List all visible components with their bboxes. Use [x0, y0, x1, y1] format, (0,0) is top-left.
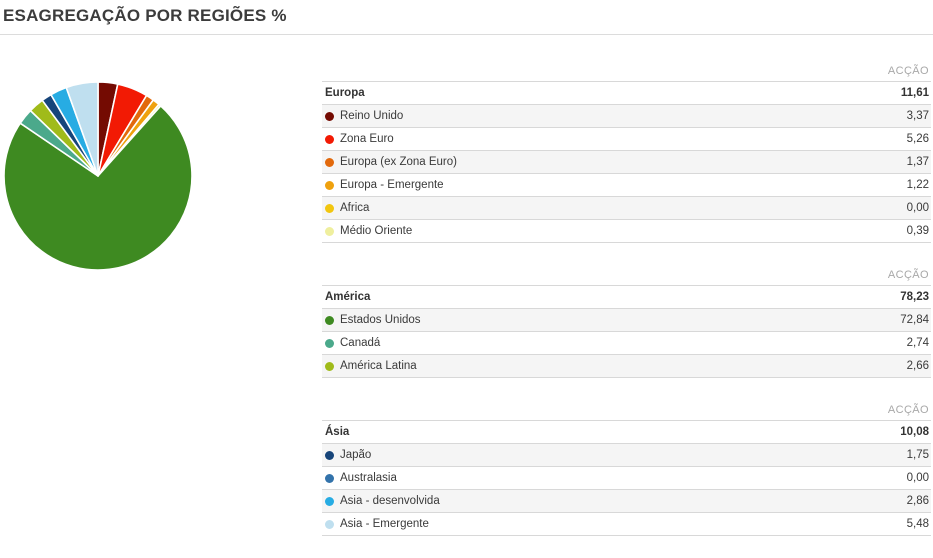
region-row-value: 5,26 — [906, 133, 929, 145]
series-color-dot — [325, 157, 334, 167]
region-row-label: Médio Oriente — [340, 225, 413, 237]
column-header-label: ACÇÃO — [887, 65, 929, 77]
region-row-japao: Japão 1,75 — [322, 444, 931, 467]
series-color-dot — [325, 338, 334, 348]
region-row-label: Canadá — [340, 337, 381, 349]
title-divider — [0, 34, 933, 35]
region-name: América — [325, 291, 371, 303]
region-total-value: 11,61 — [900, 87, 929, 99]
series-color-dot — [325, 203, 334, 213]
series-color-dot — [325, 361, 334, 371]
region-rows: Reino Unido 3,37 Zona Euro 5,26 Europa (… — [322, 105, 931, 243]
region-row-europa-emergente: Europa - Emergente 1,22 — [322, 174, 931, 197]
pie-slice-estados-unidos — [3, 105, 193, 271]
region-row-africa: África 0,00 — [322, 197, 931, 220]
region-row-label: África — [340, 202, 370, 214]
region-row-value: 5,48 — [906, 518, 929, 530]
region-row-medio-oriente: Médio Oriente 0,39 — [322, 220, 931, 243]
region-row-value: 0,00 — [906, 202, 929, 214]
region-row-label: Europa - Emergente — [340, 179, 444, 191]
series-color-dot — [325, 111, 334, 121]
region-total-value: 78,23 — [900, 291, 929, 303]
region-row-value: 72,84 — [900, 314, 929, 326]
region-row-zona-euro: Zona Euro 5,26 — [322, 128, 931, 151]
region-total-row: América 78,23 — [322, 286, 931, 309]
region-name: Europa — [325, 87, 365, 99]
region-row-estados-unidos: Estados Unidos 72,84 — [322, 309, 931, 332]
series-color-dot — [325, 226, 334, 236]
region-row-asia-emergente: Ásia - Emergente 5,48 — [322, 513, 931, 536]
region-row-label: Australasia — [340, 472, 397, 484]
region-section-america: ACÇÃO América 78,23 Estados Unidos 72,84… — [322, 267, 931, 378]
region-row-label: Ásia - desenvolvida — [340, 495, 440, 507]
region-total-row: Europa 11,61 — [322, 82, 931, 105]
region-row-value: 3,37 — [906, 110, 929, 122]
column-header-label: ACÇÃO — [887, 269, 929, 281]
region-row-label: Reino Unido — [340, 110, 404, 122]
region-section-asia: ACÇÃO Ásia 10,08 Japão 1,75 Australasia … — [322, 402, 931, 536]
region-row-label: Japão — [340, 449, 372, 461]
content-area: ACÇÃO Europa 11,61 Reino Unido 3,37 Zona… — [0, 35, 933, 536]
region-row-europa-ex-zona-euro: Europa (ex Zona Euro) 1,37 — [322, 151, 931, 174]
region-row-value: 2,86 — [906, 495, 929, 507]
region-row-label: Estados Unidos — [340, 314, 421, 326]
region-tables: ACÇÃO Europa 11,61 Reino Unido 3,37 Zona… — [322, 63, 933, 536]
column-header-row: ACÇÃO — [322, 63, 931, 82]
region-row-value: 0,00 — [906, 472, 929, 484]
region-name: Ásia — [325, 426, 350, 438]
region-total-value: 10,08 — [900, 426, 929, 438]
region-row-asia-desenvolvida: Ásia - desenvolvida 2,86 — [322, 490, 931, 513]
column-header-row: ACÇÃO — [322, 267, 931, 286]
series-color-dot — [325, 450, 334, 460]
region-row-value: 1,22 — [906, 179, 929, 191]
series-color-dot — [325, 496, 334, 506]
column-header-label: ACÇÃO — [887, 404, 929, 416]
series-color-dot — [325, 473, 334, 483]
series-color-dot — [325, 519, 334, 529]
region-row-value: 2,66 — [906, 360, 929, 372]
region-row-label: Ásia - Emergente — [340, 518, 429, 530]
region-rows: Japão 1,75 Australasia 0,00 Ásia - desen… — [322, 444, 931, 536]
regions-pie-chart — [3, 81, 193, 271]
region-total-row: Ásia 10,08 — [322, 421, 931, 444]
region-row-value: 1,75 — [906, 449, 929, 461]
region-row-america-latina: América Latina 2,66 — [322, 355, 931, 378]
region-row-value: 2,74 — [906, 337, 929, 349]
page-title: ESAGREGAÇÃO POR REGIÕES % — [3, 6, 287, 25]
pie-chart-area — [0, 35, 322, 277]
pie-slice-asia-emergente — [65, 81, 99, 177]
region-row-label: América Latina — [340, 360, 417, 372]
column-header-row: ACÇÃO — [322, 402, 931, 421]
region-rows: Estados Unidos 72,84 Canadá 2,74 América… — [322, 309, 931, 378]
region-row-value: 1,37 — [906, 156, 929, 168]
region-row-label: Europa (ex Zona Euro) — [340, 156, 457, 168]
region-row-reino-unido: Reino Unido 3,37 — [322, 105, 931, 128]
series-color-dot — [325, 315, 334, 325]
region-section-europa: ACÇÃO Europa 11,61 Reino Unido 3,37 Zona… — [322, 63, 931, 243]
region-row-label: Zona Euro — [340, 133, 394, 145]
series-color-dot — [325, 180, 334, 190]
series-color-dot — [325, 134, 334, 144]
region-row-value: 0,39 — [906, 225, 929, 237]
region-row-australasia: Australasia 0,00 — [322, 467, 931, 490]
region-row-canada: Canadá 2,74 — [322, 332, 931, 355]
